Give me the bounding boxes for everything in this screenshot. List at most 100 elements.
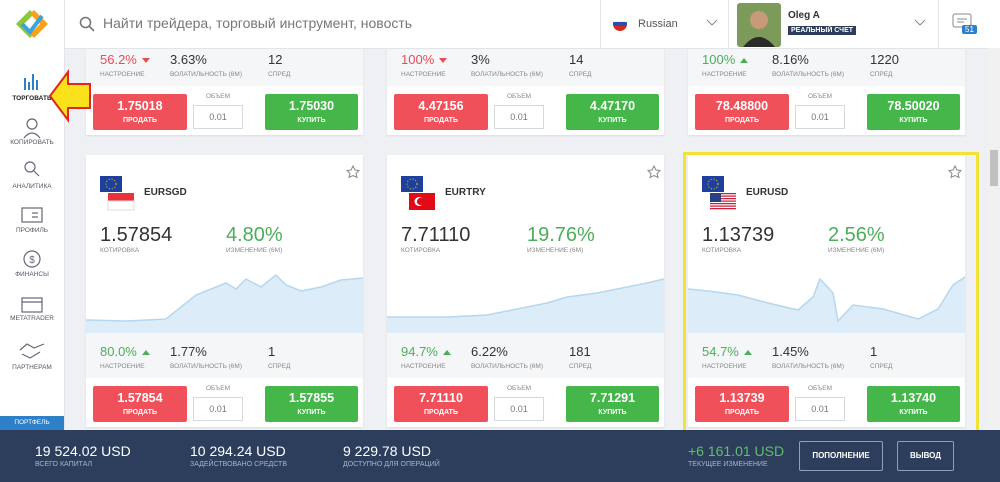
volume-input[interactable]: 0.01: [795, 105, 845, 129]
volume-value[interactable]: 0.01: [209, 112, 227, 122]
sell-label[interactable]: ПРОДАТЬ: [424, 409, 458, 416]
language[interactable]: Russian: [638, 18, 678, 30]
sell-label[interactable]: ПРОДАТЬ: [725, 117, 759, 124]
chevron[interactable]: [706, 19, 718, 27]
instrument-card[interactable]: EURUSD 1.13739 КОТИРОВКА 2.56% ИЗМЕНЕНИЕ (6M…: [688, 155, 965, 427]
buy-button[interactable]: 1.13740 КУПИТЬ: [867, 386, 960, 422]
sell-button[interactable]: 4.47156 ПРОДАТЬ: [394, 94, 488, 130]
nav-item[interactable]: АНАЛИТИКА: [12, 183, 52, 190]
buy-button[interactable]: 1.75030 КУПИТЬ: [265, 94, 358, 130]
sell-price[interactable]: 1.13739: [719, 391, 765, 405]
buy-label[interactable]: КУПИТЬ: [899, 117, 928, 124]
buy-button[interactable]: 78.50020 КУПИТЬ: [867, 94, 960, 130]
sell-button[interactable]: 7.71110 ПРОДАТЬ: [394, 386, 488, 422]
buy-price[interactable]: 7.71291: [589, 391, 636, 405]
sentiment: 94.7%: [401, 344, 451, 360]
change-label: ИЗМЕНЕНИЕ (6M): [828, 247, 885, 254]
volume-input[interactable]: 0.01: [795, 397, 845, 421]
sell-button[interactable]: 1.57854 ПРОДАТЬ: [93, 386, 187, 422]
sell-label[interactable]: ПРОДАТЬ: [424, 117, 458, 124]
volatility-label: ВОЛАТИЛЬНОСТЬ (6M): [471, 363, 543, 370]
volume-value[interactable]: 0.01: [510, 404, 528, 414]
balance-label: ЗАДЕЙСТВОВАНО СРЕДСТВ: [190, 461, 288, 468]
sell-label[interactable]: ПРОДАТЬ: [123, 117, 157, 124]
balance-value: 9 229.78 USD: [343, 443, 431, 459]
buy-button[interactable]: 7.71291 КУПИТЬ: [566, 386, 659, 422]
instrument-grid: 56.2% НАСТРОЕНИЕ 3.63% ВОЛАТИЛЬНОСТЬ (6M) 12…: [64, 48, 988, 430]
instrument-card[interactable]: 56.2% НАСТРОЕНИЕ 3.63% ВОЛАТИЛЬНОСТЬ (6M) 12…: [86, 48, 363, 135]
user-name[interactable]: Oleg A: [788, 10, 820, 21]
portfolio-tab[interactable]: ПОРТФЕЛЬ: [0, 416, 64, 430]
buy-button[interactable]: 4.47170 КУПИТЬ: [566, 94, 659, 130]
instrument-card[interactable]: EURTRY 7.71110 КОТИРОВКА 19.76% ИЗМЕНЕНИЕ (6…: [387, 155, 664, 427]
sell-price[interactable]: 1.75018: [117, 99, 163, 113]
chevron[interactable]: [914, 19, 926, 27]
current-change-label: ТЕКУЩЕЕ ИЗМЕНЕНИЕ: [688, 461, 768, 468]
buy-price[interactable]: 1.13740: [890, 391, 937, 405]
sentiment: 100%: [702, 52, 748, 68]
card-graphics: [688, 164, 965, 333]
sell-price[interactable]: 1.57854: [117, 391, 163, 405]
buy-label[interactable]: КУПИТЬ: [899, 409, 928, 416]
sell-price[interactable]: 4.47156: [418, 99, 464, 113]
nav-item[interactable]: METATRADER: [10, 315, 54, 322]
volume-label: ОБЪЕМ: [807, 93, 832, 100]
sell-button[interactable]: 1.13739 ПРОДАТЬ: [695, 386, 789, 422]
sell-label[interactable]: ПРОДАТЬ: [725, 409, 759, 416]
buy-button[interactable]: 1.57855 КУПИТЬ: [265, 386, 358, 422]
volume-value[interactable]: 0.01: [811, 112, 829, 122]
svg-text:$: $: [29, 255, 35, 266]
sell-price[interactable]: 78.48800: [715, 99, 769, 113]
volume-value[interactable]: 0.01: [510, 112, 528, 122]
pointer-arrow: [48, 69, 91, 123]
pair-name: EURSGD: [144, 187, 187, 198]
sentiment-label: НАСТРОЕНИЕ: [100, 71, 145, 78]
spread: 12: [268, 52, 283, 67]
scrollbar[interactable]: [988, 48, 1000, 430]
deposit-button[interactable]: ПОПОЛНЕНИЕ: [799, 441, 883, 471]
withdraw-button[interactable]: ВЫВОД: [897, 441, 954, 471]
highlight-frame: [683, 152, 979, 430]
volume-input[interactable]: 0.01: [193, 397, 243, 421]
instrument-card[interactable]: EURSGD 1.57854 КОТИРОВКА 4.80% ИЗМЕНЕНИЕ (6M…: [86, 155, 363, 427]
buy-label[interactable]: КУПИТЬ: [297, 409, 326, 416]
nav-item[interactable]: КОПИРОВАТЬ: [10, 139, 54, 146]
volatility: 3.63%: [170, 52, 207, 67]
spread-label: СПРЕД: [870, 71, 893, 78]
sentiment-label: НАСТРОЕНИЕ: [702, 71, 747, 78]
volume-value[interactable]: 0.01: [209, 404, 227, 414]
instrument-card[interactable]: 100% НАСТРОЕНИЕ 8.16% ВОЛАТИЛЬНОСТЬ (6M) 122…: [688, 48, 965, 135]
current-change: +6 161.01 USD: [688, 443, 785, 459]
nav-item[interactable]: ФИНАНСЫ: [15, 271, 49, 278]
scroll-thumb[interactable]: [990, 150, 998, 186]
avatar[interactable]: [737, 3, 781, 47]
buy-label[interactable]: КУПИТЬ: [297, 117, 326, 124]
instrument-card[interactable]: 100% НАСТРОЕНИЕ 3% ВОЛАТИЛЬНОСТЬ (6M) 14 СПРЕ…: [387, 48, 664, 135]
volume-input[interactable]: 0.01: [494, 105, 544, 129]
volume-value[interactable]: 0.01: [811, 404, 829, 414]
sell-price[interactable]: 7.71110: [419, 391, 463, 405]
volatility: 1.45%: [772, 344, 809, 359]
spread: 1: [870, 344, 878, 359]
nav-item[interactable]: ПРОФИЛЬ: [15, 227, 49, 234]
sell-button[interactable]: 1.75018 ПРОДАТЬ: [93, 94, 187, 130]
nav-item[interactable]: ТОРГОВАТЬ: [12, 95, 52, 102]
sentiment: 80.0%: [100, 344, 150, 360]
volume-input[interactable]: 0.01: [193, 105, 243, 129]
buy-label[interactable]: КУПИТЬ: [598, 409, 627, 416]
buy-price[interactable]: 78.50020: [887, 99, 940, 113]
nav-item[interactable]: ПАРТНЕРАМ: [12, 364, 52, 371]
quote: 1.13739: [702, 224, 775, 246]
sell-button[interactable]: 78.48800 ПРОДАТЬ: [695, 94, 789, 130]
sell-label[interactable]: ПРОДАТЬ: [123, 409, 157, 416]
buy-price[interactable]: 1.75030: [288, 99, 335, 113]
buy-label[interactable]: КУПИТЬ: [598, 117, 627, 124]
buy-price[interactable]: 1.57855: [288, 391, 335, 405]
sentiment-label: НАСТРОЕНИЕ: [401, 363, 446, 370]
search-input[interactable]: Найти трейдера, торговый инструмент, нов…: [103, 15, 413, 31]
volume-input[interactable]: 0.01: [494, 397, 544, 421]
logo[interactable]: [12, 6, 52, 42]
volatility-label: ВОЛАТИЛЬНОСТЬ (6M): [471, 71, 543, 78]
buy-price[interactable]: 4.47170: [589, 99, 636, 113]
language-flag: [613, 17, 627, 31]
